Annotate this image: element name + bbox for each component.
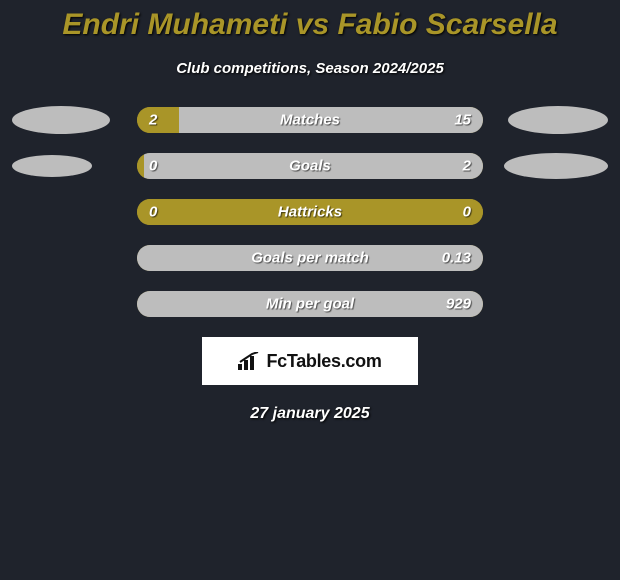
right-value: 0.13 (442, 250, 471, 267)
stat-row: Min per goal 929 (0, 291, 620, 317)
right-value: 929 (446, 296, 471, 313)
left-value: 0 (149, 204, 157, 221)
left-donut-icon (12, 106, 110, 134)
page-title: Endri Muhameti vs Fabio Scarsella (0, 0, 620, 42)
stat-label: Goals (289, 158, 331, 175)
bar-left-fill (137, 153, 144, 179)
right-value: 15 (454, 112, 471, 129)
stat-label: Matches (280, 112, 340, 129)
right-donut-icon (508, 106, 608, 134)
logo: FcTables.com (238, 351, 381, 372)
stat-label: Min per goal (266, 296, 354, 313)
stat-label: Goals per match (251, 250, 369, 267)
bar-track: Min per goal 929 (137, 291, 483, 317)
stat-label: Hattricks (278, 204, 342, 221)
left-donut-icon (12, 155, 92, 177)
logo-text: FcTables.com (266, 351, 381, 372)
left-value: 0 (149, 158, 157, 175)
bar-track: Goals per match 0.13 (137, 245, 483, 271)
stat-row: 0 Hattricks 0 (0, 199, 620, 225)
bar-track: 0 Goals 2 (137, 153, 483, 179)
bar-track: 0 Hattricks 0 (137, 199, 483, 225)
stat-row: Goals per match 0.13 (0, 245, 620, 271)
chart-icon (238, 352, 260, 370)
stats-section: 2 Matches 15 0 Goals 2 0 Hattricks 0 (0, 107, 620, 317)
stat-row: 0 Goals 2 (0, 153, 620, 179)
right-donut-icon (504, 153, 608, 179)
date: 27 january 2025 (0, 405, 620, 423)
left-value: 2 (149, 112, 157, 129)
logo-box: FcTables.com (202, 337, 418, 385)
bar-track: 2 Matches 15 (137, 107, 483, 133)
subtitle: Club competitions, Season 2024/2025 (0, 60, 620, 77)
stat-row: 2 Matches 15 (0, 107, 620, 133)
right-value: 2 (463, 158, 471, 175)
bar-left-fill (137, 107, 179, 133)
right-value: 0 (463, 204, 471, 221)
